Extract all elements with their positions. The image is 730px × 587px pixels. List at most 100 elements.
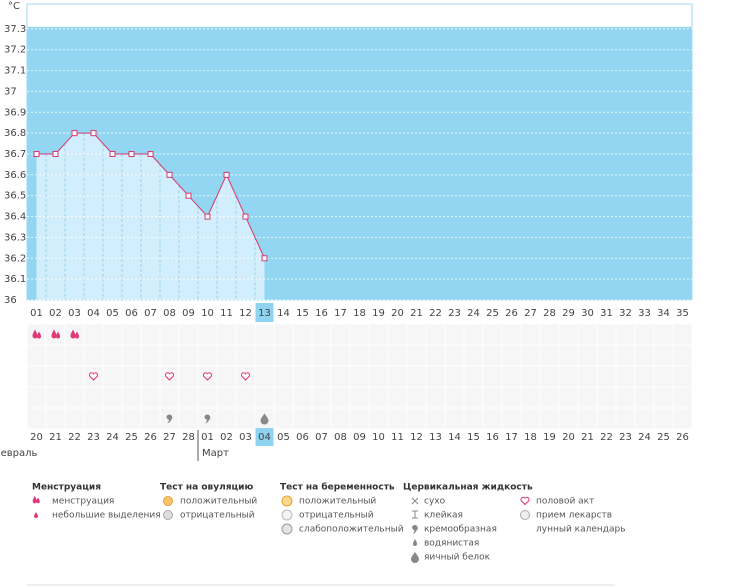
symbol-cell <box>273 365 294 388</box>
date-label: 07 <box>315 432 328 443</box>
symbol-cell <box>577 386 598 409</box>
x-tick-label: 01 <box>30 308 43 319</box>
symbol-cell <box>216 407 237 430</box>
symbol-cell <box>254 365 275 388</box>
symbol-cell <box>425 386 446 409</box>
y-tick-label: 36 <box>4 295 17 306</box>
symbol-cell <box>615 323 636 346</box>
date-label: 26 <box>144 432 157 443</box>
symbol-cell <box>140 344 161 367</box>
symbol-cell <box>26 344 47 367</box>
symbol-cell <box>121 344 142 367</box>
date-label: 14 <box>448 432 461 443</box>
y-tick-label: 36.3 <box>4 232 26 243</box>
y-tick-label: 36.4 <box>4 212 26 223</box>
symbol-cell <box>254 323 275 346</box>
symbol-cell <box>596 344 617 367</box>
date-label: 11 <box>391 432 404 443</box>
x-tick-label: 09 <box>182 308 195 319</box>
legend-title: Менструация <box>32 483 101 493</box>
legend-item: слабоположительный <box>299 525 404 535</box>
symbol-cell <box>254 344 275 367</box>
point <box>128 151 135 157</box>
legend-title: Тест на беременность <box>280 482 395 493</box>
symbol-cell <box>558 344 579 367</box>
symbol-cell <box>615 365 636 388</box>
legend-icon <box>163 510 173 520</box>
symbol-cell <box>501 365 522 388</box>
symbol-cell <box>425 323 446 346</box>
symbol-cell <box>596 386 617 409</box>
legend: Менструация менструация небольшие выделе… <box>32 482 626 563</box>
symbol-cell <box>273 407 294 430</box>
y-tick-label: 36.8 <box>4 128 26 139</box>
symbol-cell <box>406 386 427 409</box>
symbol-cell <box>520 344 541 367</box>
symbol-cell <box>121 365 142 388</box>
symbol-cell <box>273 386 294 409</box>
symbol-cell <box>102 344 123 367</box>
symbol-cell <box>311 344 332 367</box>
x-tick-label: 17 <box>334 308 347 319</box>
y-tick-label: 37.2 <box>4 45 26 56</box>
legend-icon <box>281 509 293 521</box>
x-tick-label: 26 <box>505 308 518 319</box>
date-label: 19 <box>543 432 556 443</box>
y-tick-label: 37.1 <box>4 66 26 77</box>
date-label: 24 <box>638 432 651 443</box>
symbol-cell <box>444 365 465 388</box>
symbol-cell <box>235 323 256 346</box>
symbol-cell <box>311 323 332 346</box>
y-tick-label: 36.2 <box>4 253 26 264</box>
legend-icon <box>163 496 173 506</box>
symbol-cell <box>368 365 389 388</box>
legend-icon <box>32 495 40 504</box>
symbol-cell <box>140 386 161 409</box>
date-label: 17 <box>505 432 518 443</box>
legend-item: половой акт <box>536 497 594 507</box>
symbol-cell <box>197 386 218 409</box>
legend-icon <box>413 539 417 546</box>
point <box>166 171 173 178</box>
symbol-cell <box>387 344 408 367</box>
legend-icon <box>411 525 418 534</box>
symbol-cell <box>539 344 560 367</box>
date-label: 01 <box>201 432 214 443</box>
symbol-cell <box>672 386 693 409</box>
symbol-cell <box>216 386 237 409</box>
x-tick-label: 31 <box>600 308 613 319</box>
point <box>147 151 154 157</box>
symbol-cell <box>596 365 617 388</box>
symbol-cell <box>672 344 693 367</box>
date-label: 04 <box>258 432 271 443</box>
x-tick-label: 32 <box>619 308 632 319</box>
x-tick-label: 06 <box>125 308 138 319</box>
symbol-cell <box>425 344 446 367</box>
symbol-cell <box>596 407 617 430</box>
x-tick-label: 02 <box>49 308 62 319</box>
symbol-cell <box>178 365 199 388</box>
symbol-cell <box>463 323 484 346</box>
symbol-cell <box>178 344 199 367</box>
symbol-cell <box>330 344 351 367</box>
x-tick-label: 03 <box>68 308 81 319</box>
symbol-cell <box>539 365 560 388</box>
symbol-cell <box>368 323 389 346</box>
x-tick-label: 11 <box>220 308 233 319</box>
symbol-cell <box>349 407 370 430</box>
symbol-cell <box>45 407 66 430</box>
legend-item: положительный <box>180 497 257 507</box>
point <box>52 151 59 157</box>
x-tick-label: 13 <box>258 308 271 319</box>
date-label: 25 <box>125 432 138 443</box>
legend-icon <box>520 496 530 506</box>
symbol-cell <box>406 344 427 367</box>
x-tick-label: 08 <box>163 308 176 319</box>
symbol-cell <box>121 323 142 346</box>
symbol-cell <box>273 323 294 346</box>
x-tick-label: 30 <box>581 308 594 319</box>
point <box>242 213 249 220</box>
symbol-cell <box>444 344 465 367</box>
symbol-cell <box>140 365 161 388</box>
